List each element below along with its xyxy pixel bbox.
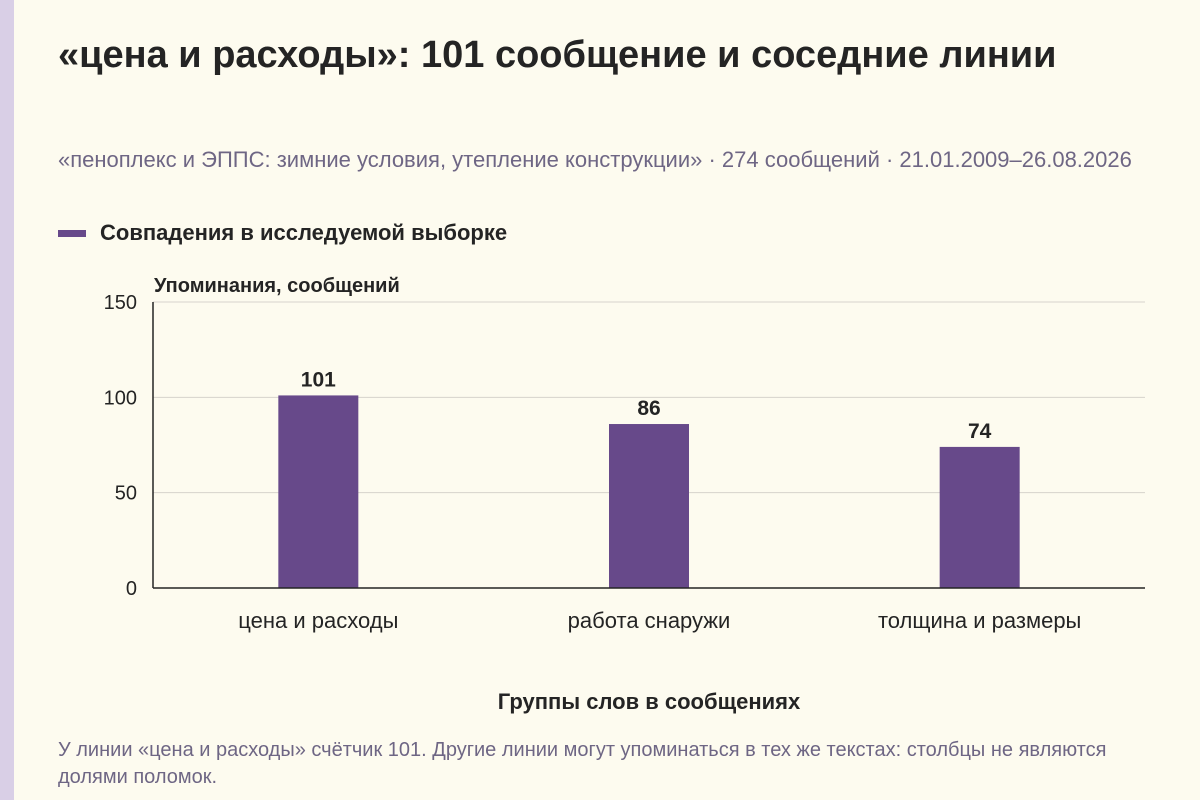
footnote: У линии «цена и расходы» счётчик 101. Др…	[58, 739, 1107, 788]
bar	[609, 424, 689, 588]
y-axis-ticks: 0 50 100 150	[104, 292, 137, 600]
chart-title: «цена и расходы»: 101 сообщение и соседн…	[58, 34, 1057, 76]
x-tick-label: цена и расходы	[238, 608, 398, 633]
chart-subtitle: «пеноплекс и ЭППС: зимние условия, утепл…	[58, 147, 1132, 172]
bar-value-label: 101	[301, 368, 336, 391]
bar	[278, 395, 359, 588]
legend-swatch	[58, 229, 86, 237]
y-tick-label: 0	[126, 578, 137, 600]
bar-value-label: 74	[968, 420, 992, 443]
x-tick-label: работа снаружи	[568, 608, 731, 633]
bars	[278, 395, 1020, 588]
y-tick-label: 100	[104, 387, 137, 409]
y-tick-label: 50	[115, 483, 137, 505]
legend-label: Совпадения в исследуемой выборке	[100, 220, 508, 245]
bar	[939, 446, 1020, 588]
legend: Совпадения в исследуемой выборке	[58, 218, 507, 248]
value-labels: 101 86 74	[301, 368, 992, 442]
x-axis-ticks: цена и расходы работа снаружи толщина и ра…	[238, 608, 1081, 633]
x-axis-title: Группы слов в сообщениях	[498, 689, 801, 714]
x-tick-label: толщина и размеры	[878, 608, 1081, 633]
y-tick-label: 150	[104, 292, 137, 314]
bar-value-label: 86	[637, 397, 660, 420]
accent-stripe	[0, 0, 14, 800]
y-axis-title: Упоминания, сообщений	[154, 275, 400, 297]
